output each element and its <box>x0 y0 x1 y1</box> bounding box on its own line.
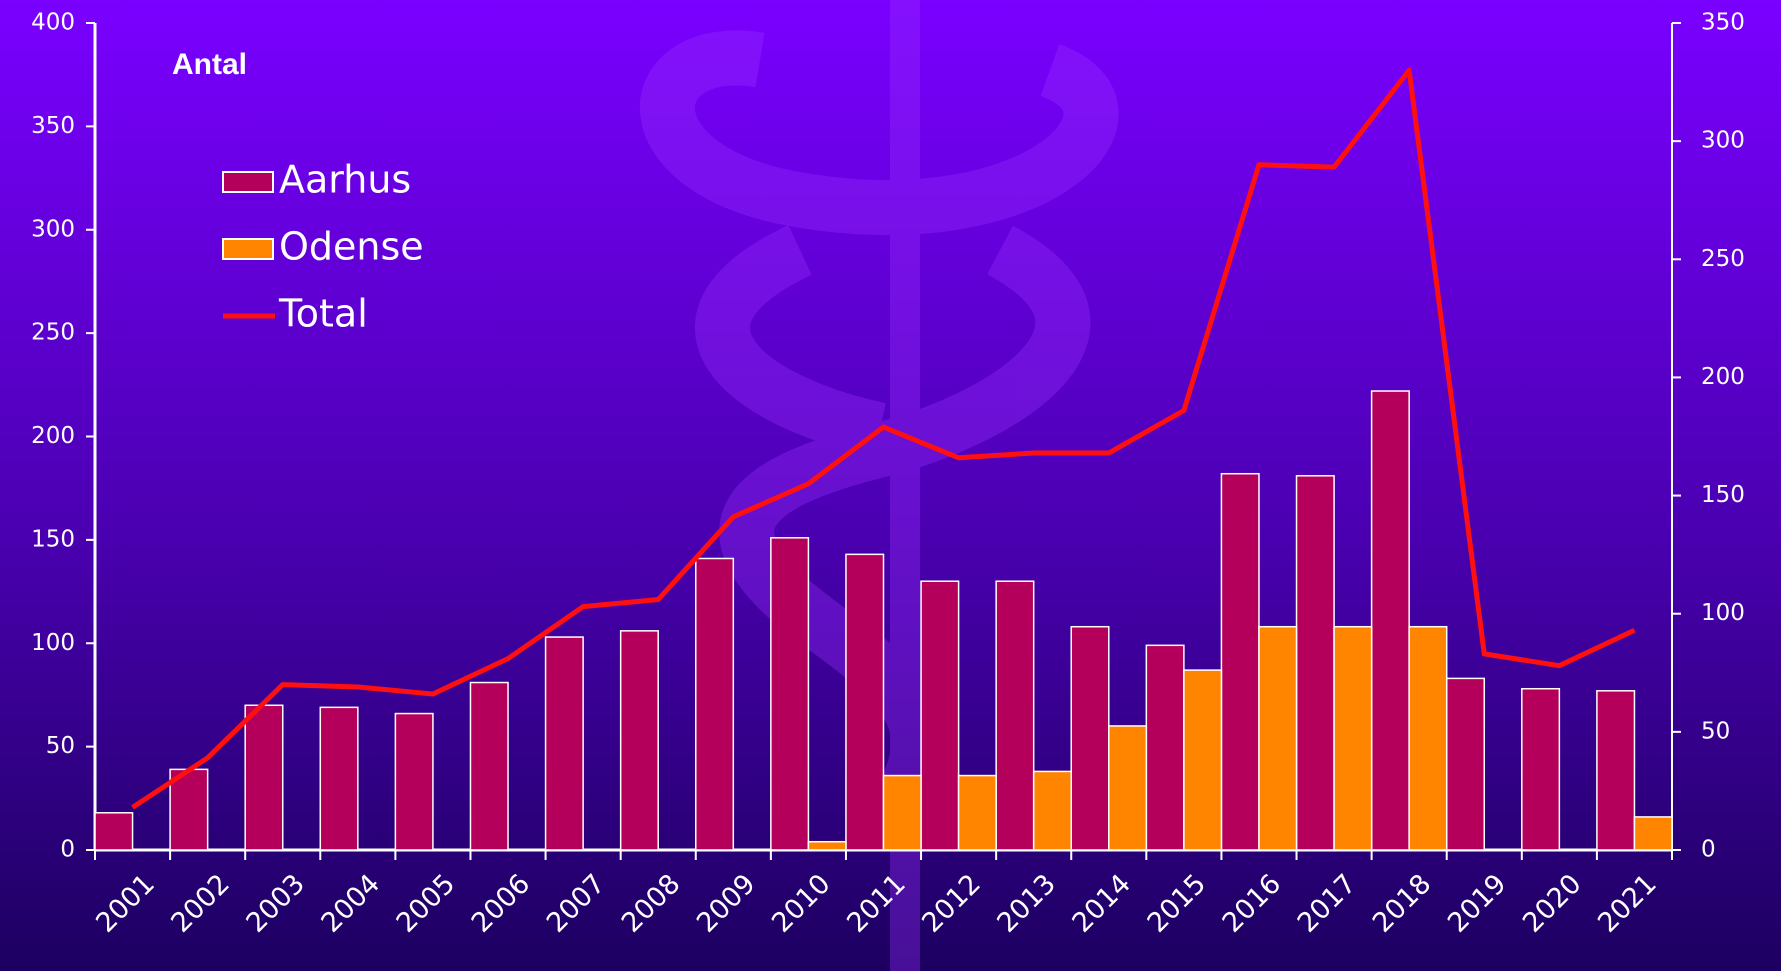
y-tick-label: 50 <box>46 733 75 759</box>
bar <box>1070 625 1110 851</box>
legend-label: Aarhus <box>279 158 411 202</box>
line <box>131 67 1636 810</box>
y-tick-label: 100 <box>31 630 75 656</box>
bar <box>1145 644 1185 851</box>
bar <box>1108 725 1148 851</box>
bar <box>169 768 209 851</box>
y-tick-label: 350 <box>31 113 75 139</box>
bar <box>770 537 810 851</box>
y-tick-label: 200 <box>31 423 75 449</box>
bar <box>469 681 509 851</box>
bar <box>1333 625 1373 851</box>
bar <box>845 553 885 851</box>
bar <box>695 557 735 851</box>
y-tick-label: 250 <box>31 320 75 346</box>
y-tick-label: 0 <box>60 837 75 863</box>
y2-tick-label: 50 <box>1701 718 1730 744</box>
bar <box>1258 625 1298 851</box>
bar <box>1032 770 1072 851</box>
y2-tick-label: 350 <box>1701 10 1745 36</box>
bar <box>957 774 997 851</box>
y2-tick-label: 150 <box>1701 482 1745 508</box>
bar <box>995 580 1035 851</box>
bar <box>1295 475 1335 851</box>
y-tick-label: 150 <box>31 526 75 552</box>
bar <box>394 712 434 851</box>
bar <box>920 580 960 851</box>
legend-swatch <box>222 238 274 260</box>
bar <box>1445 677 1486 851</box>
y2-tick-label: 300 <box>1701 128 1745 154</box>
bar <box>1220 472 1260 851</box>
bar <box>544 636 584 851</box>
bar <box>807 840 847 851</box>
bar <box>882 774 922 851</box>
bar <box>1521 687 1561 851</box>
y2-tick-label: 250 <box>1701 246 1745 272</box>
y2-tick-label: 200 <box>1701 364 1745 390</box>
bar <box>1183 669 1223 851</box>
y-tick-label: 300 <box>31 216 75 242</box>
bar <box>1596 690 1636 851</box>
legend-label: Odense <box>279 225 424 269</box>
y2-tick-label: 100 <box>1701 600 1745 626</box>
bar <box>319 706 359 851</box>
legend-swatch <box>222 171 274 193</box>
y2-tick-label: 0 <box>1701 837 1716 863</box>
bar <box>619 630 659 851</box>
bar <box>94 812 134 851</box>
legend-label: Total <box>278 292 368 336</box>
chart-title: Antal <box>172 48 247 81</box>
bar <box>1370 390 1410 851</box>
bar <box>1408 625 1448 851</box>
y-tick-label: 400 <box>31 10 75 36</box>
bar <box>1633 816 1673 851</box>
bar <box>244 704 284 851</box>
